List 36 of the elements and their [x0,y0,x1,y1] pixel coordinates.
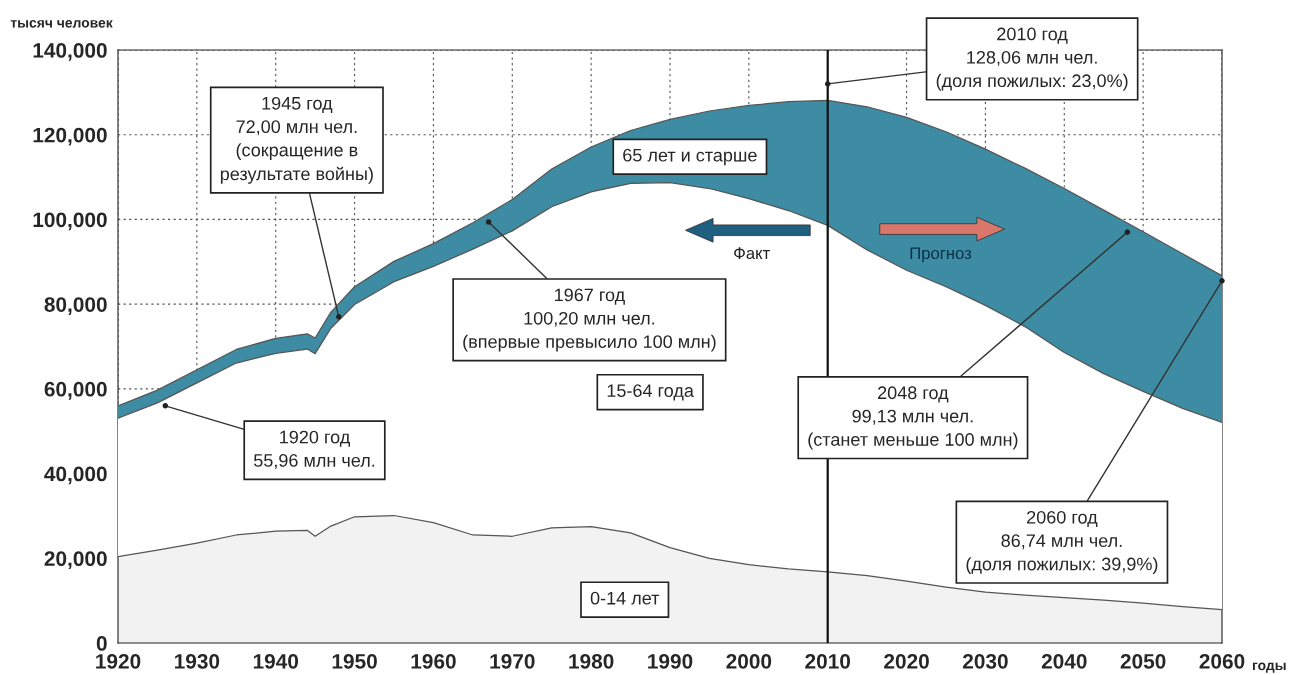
annotation: 1967 год 100,20 млн чел. (впервые превысило 100 млн) [463,288,716,352]
y-tick-label: 40,000 [44,466,107,485]
y-tick-label: 100,000 [33,212,107,231]
annotation: 2060 год 86,74 млн чел. (доля пожилых: 39,9%) [966,510,1158,574]
x-tick-label: 1990 [648,653,693,669]
y-tick-label: 20,000 [44,551,107,570]
x-axis-title: годы [1252,662,1286,673]
annotation: 1945 год 72,00 млн чел. (сокращение в результате войны) [220,96,373,184]
x-tick-label: 1940 [253,653,299,669]
annotation: Факт [734,247,770,260]
x-tick-label: 1920 [96,653,141,669]
y-tick-label: 60,000 [44,381,107,400]
annotation: Прогноз [910,247,972,263]
x-tick-label: 2010 [805,653,851,669]
y-tick-label: 120,000 [33,127,107,146]
series-label: 65 лет и старше [623,148,757,166]
x-tick-label: 2000 [726,653,772,669]
y-tick-label: 140,000 [33,43,107,61]
x-tick-label: 1930 [175,653,220,669]
x-tick-label: 1960 [411,653,456,669]
x-tick-label: 2040 [1041,653,1087,669]
x-tick-label: 2020 [884,653,929,669]
series-label: 15-64 года [607,384,694,401]
x-tick-label: 2030 [962,653,1008,669]
y-tick-label: 0 [96,636,107,651]
x-tick-label: 1950 [332,653,377,669]
annotation: 2048 год 99,13 млн чел. (станет меньше 100 млн) [808,386,1018,450]
x-tick-label: 1970 [490,653,535,669]
annotation: 1920 год 55,96 млн чел. [253,430,375,469]
x-tick-label: 2060 [1199,653,1245,669]
x-tick-label: 2050 [1120,653,1166,669]
y-axis-title: тысяч человек [10,20,113,28]
annotation: 2010 год 128,06 млн чел. (доля пожилых: 23,0%) [936,27,1128,91]
series-label: 0-14 лет [590,591,660,605]
x-tick-label: 1980 [569,653,614,669]
y-tick-label: 80,000 [44,297,107,315]
